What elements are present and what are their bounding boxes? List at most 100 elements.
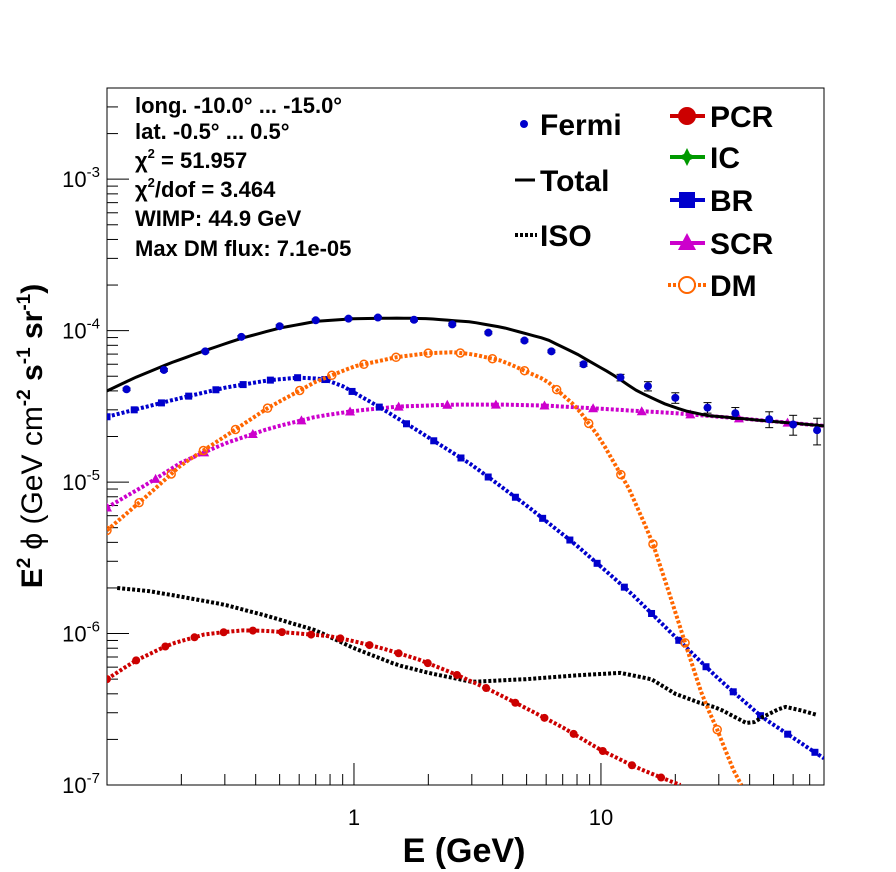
scr-curve [107,402,824,510]
legend-br-marker [679,192,695,208]
legend-dm-marker [678,276,696,294]
legend-iso-label: ISO [540,220,592,253]
br-point [294,374,302,382]
br-point [729,688,737,696]
y-tick-label: 10-7 [62,770,100,798]
info-chi2: χ2 = 51.957 [135,146,247,173]
dm-point [230,424,241,435]
br-point [811,748,819,756]
info-max-dm: Max DM flux: 7.1e-05 [135,236,351,261]
pcr-point [190,633,199,642]
br-point [784,730,792,738]
fermi-point [201,347,210,356]
fermi-point [789,420,798,429]
y-axis-title: E2ϕ (GeV cm-2 s-1 sr-1) [14,284,49,589]
fermi-point [344,314,353,323]
br-point [348,387,356,395]
x-tick-label: 1 [348,805,360,830]
fermi-point [373,313,382,322]
scr-point [247,428,258,438]
br-point [675,636,683,644]
legend-fermi-label: Fermi [540,109,622,142]
dm-point [166,469,176,479]
br-point [457,454,465,462]
pcr-point [482,684,491,693]
pcr-point [394,649,403,658]
fermi-point [275,322,284,331]
legend-left: Fermi Total ISO [515,109,622,253]
dm-point [294,385,305,396]
br-point [375,403,383,411]
br-curve [107,375,824,760]
pcr-point [423,659,432,668]
y-tick-label: 10-5 [62,467,100,495]
br-point [107,413,111,421]
pcr-point [598,746,607,755]
fermi-point [813,426,822,435]
y-tick-label: 10-4 [62,316,100,344]
fermi-point [237,332,246,341]
dm-point [107,525,112,536]
fermi-point [671,393,680,402]
legend-scr-label: SCR [710,228,774,261]
scr-point [345,406,356,416]
legend-fermi-marker [520,120,528,128]
br-point [157,399,165,407]
dm-point [327,370,337,381]
y-tick-label: 10-3 [62,164,100,192]
dm-point [262,403,273,413]
scr-point [588,403,599,413]
fermi-point [731,409,740,418]
br-point [648,609,656,617]
fermi-point [643,382,652,391]
pcr-point [540,713,549,722]
legend-total-label: Total [540,165,609,198]
br-point [593,559,601,567]
pcr-point [627,761,636,770]
dm-point [487,353,498,364]
dm-point [423,348,433,358]
br-point [430,437,438,445]
br-point [130,406,138,414]
scr-point [296,415,307,425]
dm-point [198,445,209,456]
fermi-point [547,347,556,356]
fermi-point [410,315,419,324]
fermi-point [448,320,457,329]
pcr-point [365,641,374,650]
info-chi2-dof: χ2/dof = 3.464 [135,175,276,202]
fermi-point [484,328,493,337]
scr-point [490,399,501,409]
dm-point [648,539,658,549]
info-latitude: lat. -0.5° ... 0.5° [135,119,290,144]
dm-point [680,638,690,648]
legend-scr-marker [678,233,696,250]
scr-point [539,400,550,410]
br-point [484,473,492,481]
pcr-curve [107,628,682,785]
pcr-point [161,642,170,651]
fermi-point [311,316,320,325]
legend-br-label: BR [710,185,754,218]
fermi-point [520,336,529,345]
pcr-point [511,698,520,707]
iso-curve [116,586,818,726]
info-wimp: WIMP: 44.9 GeV [135,206,302,231]
legend-ic-marker [677,148,697,166]
fermi-point [579,360,588,369]
br-point [266,376,274,384]
scr-point [393,401,404,411]
dm-point [359,359,369,370]
br-point [511,493,519,501]
legend-dm-label: DM [710,270,757,303]
dm-point [455,348,466,358]
br-point [212,386,220,394]
scr-point [107,502,112,512]
pcr-point [277,628,286,637]
pcr-point [107,675,111,684]
br-point [702,663,710,671]
pcr-point [307,630,316,639]
dm-curve [107,350,744,785]
dm-point [551,384,562,395]
